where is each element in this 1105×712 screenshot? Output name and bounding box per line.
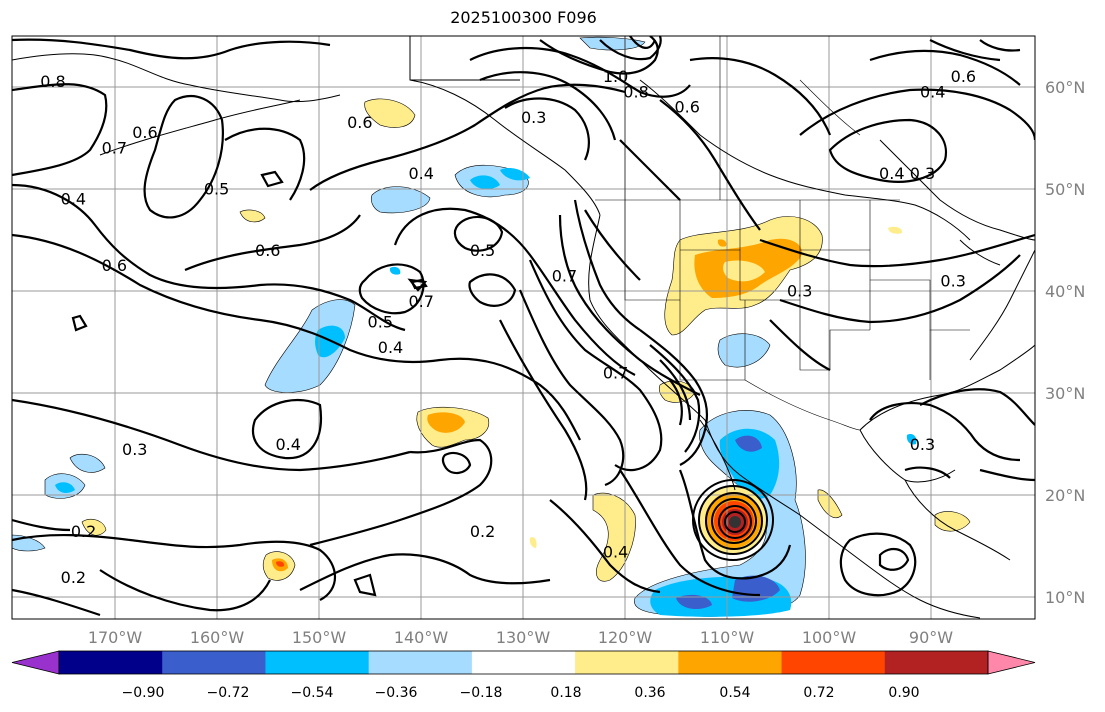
lon-tick-label: 110°W	[700, 628, 755, 647]
coastlines	[12, 36, 1035, 619]
negative-anomaly-area	[69, 453, 106, 473]
contour-label: 0.5	[204, 179, 229, 198]
contour-label: 0.6	[255, 241, 280, 260]
colorbar-tick-labels: −0.90 −0.72 −0.54 −0.36 −0.18 0.18 0.36 …	[122, 685, 920, 701]
contour-label: 0.4	[378, 338, 403, 357]
contour-label: 0.4	[603, 543, 628, 562]
colorbar-bin	[162, 651, 266, 674]
contour-label: 0.3	[122, 440, 147, 459]
colorbar-tick-label: 0.90	[888, 685, 919, 701]
contour-lines	[12, 36, 1035, 617]
latitude-axis: 60°N 50°N 40°N 30°N 20°N 10°N	[1045, 78, 1085, 607]
colorbar	[11, 650, 1036, 675]
contour-label: 0.3	[940, 271, 965, 290]
lon-tick-label: 130°W	[496, 628, 551, 647]
lon-tick-label: 170°W	[88, 628, 143, 647]
lat-tick-label: 50°N	[1045, 180, 1085, 199]
lat-tick-label: 10°N	[1045, 588, 1085, 607]
contour-label: 0.3	[910, 164, 935, 183]
map-border	[11, 35, 1036, 620]
negative-anomaly-area	[717, 333, 771, 368]
contour-label: 0.8	[40, 72, 65, 91]
colorbar-tick-label: −0.90	[122, 685, 165, 701]
contour-label: 0.2	[61, 568, 86, 587]
map-title: 2025100300 F096	[450, 8, 597, 27]
colorbar-bin	[368, 651, 473, 674]
colorbar-bin	[678, 651, 783, 674]
contour-label: 0.4	[879, 164, 904, 183]
lon-tick-label: 150°W	[292, 628, 347, 647]
contour-labels: 0.8 0.7 0.6 0.4 0.5 0.6 0.6 0.6 0.4 0.5 0.7 0.7 0.5 0…	[40, 67, 976, 587]
contour-label: 0.8	[623, 82, 648, 101]
positive-anomaly-area	[934, 511, 971, 532]
lon-tick-label: 90°W	[909, 628, 953, 647]
negative-anomaly-area	[264, 299, 356, 393]
contour-label: 0.7	[408, 292, 433, 311]
contour-label: 0.6	[132, 123, 157, 142]
colorbar-tick-label: −0.54	[291, 685, 334, 701]
colorbar-bin	[471, 651, 576, 674]
lat-tick-label: 20°N	[1045, 486, 1085, 505]
colorbar-frame	[58, 650, 989, 675]
colorbar-tick-label: 0.54	[719, 685, 750, 701]
contour-label: 0.7	[552, 266, 577, 285]
contour-label: 0.4	[275, 435, 300, 454]
contour-label: 0.6	[674, 98, 699, 117]
political-borders	[595, 36, 970, 431]
colorbar-tick-label: 0.36	[634, 685, 665, 701]
lon-tick-label: 140°W	[394, 628, 449, 647]
contour-label: 0.5	[368, 312, 393, 331]
contour-label: 0.6	[347, 113, 372, 132]
lat-tick-label: 30°N	[1045, 384, 1085, 403]
contour-label: 0.3	[787, 282, 812, 301]
contour-label: 1.0	[603, 67, 628, 86]
lat-tick-label: 60°N	[1045, 78, 1085, 97]
colorbar-bin	[265, 651, 370, 674]
contour-label: 0.6	[102, 256, 127, 275]
positive-anomaly-area	[817, 489, 843, 519]
contour-label: 0.4	[61, 190, 86, 209]
negative-anomaly-area	[370, 186, 431, 214]
contour-label: 0.3	[910, 435, 935, 454]
colorbar-bin	[59, 651, 163, 674]
colorbar-bin	[781, 651, 886, 674]
contour-label: 0.7	[102, 139, 127, 158]
contour-label: 0.6	[951, 67, 976, 86]
contour-label: 0.7	[603, 364, 628, 383]
colorbar-tick-label: −0.18	[460, 685, 503, 701]
negative-anomaly-area	[579, 36, 646, 51]
colorbar-tick-label: −0.36	[375, 685, 418, 701]
contour-label: 0.2	[470, 522, 495, 541]
contour-label: 0.5	[470, 241, 495, 260]
colorbar-tick-label: −0.72	[207, 685, 250, 701]
colorbar-extend-max	[987, 650, 1036, 675]
colorbar-bin	[575, 651, 679, 674]
colorbar-extend-min	[11, 650, 60, 675]
lon-tick-label: 160°W	[190, 628, 245, 647]
contour-label: 0.4	[920, 82, 945, 101]
lat-tick-label: 40°N	[1045, 282, 1085, 301]
lon-tick-label: 100°W	[802, 628, 857, 647]
longitude-axis: 170°W 160°W 150°W 140°W 130°W 120°W 110°…	[88, 628, 953, 647]
colorbar-tick-label: 0.18	[550, 685, 581, 701]
colorbar-tick-label: 0.72	[803, 685, 834, 701]
colorbar-bin	[884, 651, 989, 674]
contour-label: 0.3	[521, 108, 546, 127]
positive-anomaly-area	[81, 518, 107, 536]
contour-label: 0.2	[71, 522, 96, 541]
lon-tick-label: 120°W	[598, 628, 653, 647]
contour-label: 0.4	[408, 164, 433, 183]
positive-anomaly-area	[364, 98, 416, 128]
positive-anomaly-area	[239, 209, 266, 223]
